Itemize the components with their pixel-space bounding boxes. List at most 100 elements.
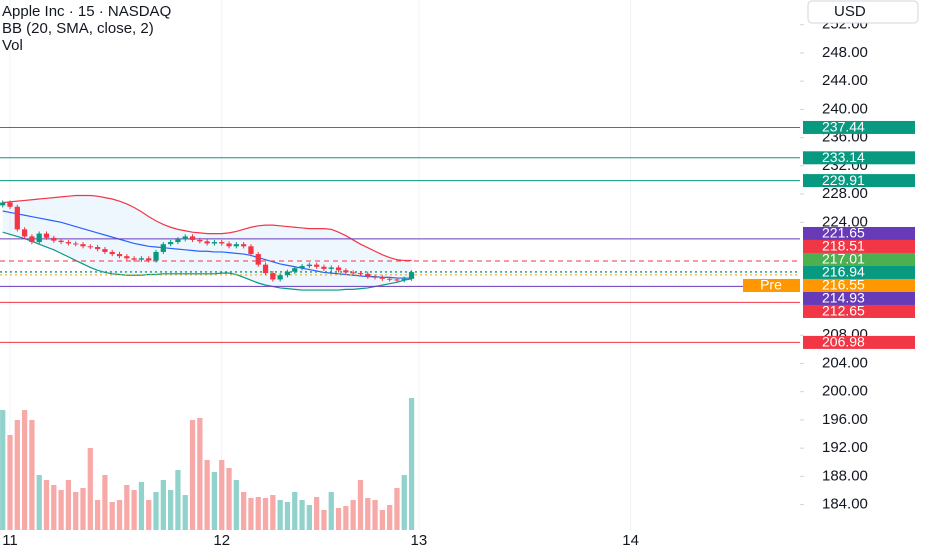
volume-bar — [102, 475, 108, 530]
price-tag-label: 229.91 — [822, 172, 865, 188]
volume-bar — [14, 420, 20, 530]
price-tag-label: 206.98 — [822, 334, 865, 350]
candle-body — [299, 266, 305, 269]
candle-body — [109, 251, 115, 255]
volume-bar — [211, 472, 218, 530]
volume-bar — [328, 492, 334, 530]
volume-bar — [270, 495, 276, 530]
y-tick-label: 196.00 — [822, 411, 868, 428]
volume-bar — [321, 510, 327, 530]
volume-bar — [394, 488, 400, 530]
candle-body — [284, 271, 291, 276]
price-tag-label: 218.51 — [822, 238, 865, 254]
candle-body — [29, 236, 35, 243]
volume-bar — [65, 480, 72, 530]
volume-bar — [21, 410, 28, 530]
candle-body — [153, 251, 159, 261]
y-tick-label: 248.00 — [822, 44, 868, 61]
volume-bar — [80, 488, 86, 530]
x-tick-label: 12 — [213, 532, 230, 549]
volume-bar — [255, 497, 261, 530]
volume-bar — [314, 497, 320, 530]
currency-box[interactable] — [807, 0, 919, 24]
price-tag-label: 233.14 — [822, 149, 865, 165]
volume-bar — [248, 498, 254, 530]
candle-body — [0, 202, 6, 206]
volume-bar — [408, 398, 415, 530]
volume-bar — [175, 470, 181, 530]
candle-body — [255, 254, 261, 265]
candle-body — [36, 233, 42, 243]
volume-bar — [168, 490, 174, 530]
volume-bar — [182, 495, 188, 530]
candle-body — [306, 264, 312, 267]
candle-body — [277, 275, 283, 280]
candle-body — [58, 240, 64, 243]
price-tag — [803, 120, 915, 134]
volume-bar — [51, 485, 57, 530]
candle-body — [350, 272, 356, 274]
volume-bar — [357, 480, 364, 530]
price-tag-label: 217.01 — [822, 251, 865, 267]
candle-body — [87, 246, 93, 248]
candle-body — [160, 244, 166, 252]
volume-bar — [189, 420, 196, 530]
volume-bar — [116, 500, 123, 530]
candle-body — [116, 254, 123, 257]
y-tick-label: 228.00 — [822, 185, 868, 202]
y-tick-label: 224.00 — [822, 213, 868, 230]
price-tag-label: 221.65 — [822, 225, 865, 241]
candle-body — [80, 244, 86, 247]
y-tick-label: 204.00 — [822, 354, 868, 371]
volume-bar — [262, 498, 269, 530]
x-tick-label: 13 — [411, 532, 428, 549]
candle-body — [328, 267, 334, 269]
y-tick-label: 244.00 — [822, 72, 868, 89]
price-tag — [803, 335, 915, 349]
candle-body — [73, 243, 79, 245]
price-tag-label: 214.93 — [822, 290, 865, 306]
volume-bar — [109, 502, 115, 530]
price-tag — [803, 226, 915, 240]
price-tag-label: 212.65 — [822, 303, 865, 319]
chart-title: Apple Inc · 15 · NASDAQ — [2, 3, 171, 20]
session-tag-label: Pre — [760, 277, 782, 293]
candle-body — [335, 267, 342, 271]
candle-body — [94, 247, 101, 250]
price-tag — [803, 265, 915, 279]
candle-body — [343, 270, 349, 273]
volume-bar — [219, 460, 225, 530]
candle-body — [51, 237, 57, 241]
candle-body — [292, 268, 298, 272]
candle-body — [138, 258, 145, 260]
candle-body — [219, 242, 225, 244]
price-tag — [803, 304, 915, 318]
volume-bar — [0, 410, 6, 530]
price-tag — [803, 291, 915, 305]
volume-bar — [131, 490, 137, 530]
price-tag — [803, 151, 915, 165]
candle-body — [321, 266, 327, 269]
candle-body — [248, 246, 254, 255]
candle-body — [401, 278, 407, 281]
volume-bar — [379, 510, 385, 530]
candle-body — [131, 258, 137, 260]
candle-body — [365, 273, 371, 277]
candle-body — [394, 279, 400, 281]
volume-bar — [73, 492, 79, 530]
candle-body — [387, 278, 393, 280]
candle-body — [204, 241, 210, 244]
candle-body — [7, 202, 13, 207]
candle-body — [124, 256, 130, 259]
volume-bar — [233, 480, 239, 530]
price-tag-label: 237.44 — [822, 119, 865, 135]
candle-body — [226, 243, 232, 247]
volume-bar — [138, 482, 145, 530]
volume-bar — [146, 500, 152, 530]
volume-bar — [343, 506, 349, 530]
volume-bar — [350, 500, 356, 530]
volume-bar — [292, 492, 298, 530]
y-tick-label: 188.00 — [822, 467, 868, 484]
candle-body — [357, 273, 364, 275]
candle-body — [241, 244, 247, 247]
